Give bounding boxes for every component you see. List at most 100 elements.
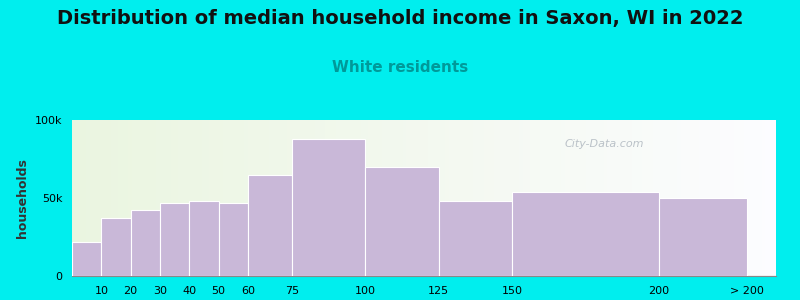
Bar	[597, 120, 600, 276]
Bar	[286, 120, 290, 276]
Bar	[396, 120, 399, 276]
Bar	[720, 120, 723, 276]
Bar	[322, 120, 326, 276]
Bar	[565, 120, 568, 276]
Bar	[130, 211, 160, 276]
Bar	[227, 120, 230, 276]
Bar	[318, 120, 322, 276]
Bar	[273, 120, 276, 276]
Bar	[456, 120, 459, 276]
Bar	[519, 120, 522, 276]
Bar	[97, 120, 100, 276]
Bar	[421, 120, 424, 276]
Bar	[678, 120, 681, 276]
Bar	[744, 120, 748, 276]
Bar	[660, 120, 663, 276]
Bar	[638, 120, 642, 276]
Bar	[142, 120, 146, 276]
Bar	[210, 120, 213, 276]
Bar	[554, 120, 558, 276]
Bar	[755, 120, 758, 276]
Bar	[326, 120, 329, 276]
Bar	[632, 120, 635, 276]
Bar	[698, 120, 702, 276]
Bar	[399, 120, 403, 276]
Bar	[586, 120, 590, 276]
Bar	[128, 120, 132, 276]
Bar	[480, 120, 484, 276]
Bar	[366, 167, 438, 276]
Bar	[258, 120, 262, 276]
Bar	[220, 120, 223, 276]
Bar	[118, 120, 122, 276]
Bar	[582, 120, 586, 276]
Bar	[723, 120, 726, 276]
Bar	[406, 120, 410, 276]
Bar	[579, 120, 582, 276]
Bar	[466, 120, 470, 276]
Bar	[656, 120, 660, 276]
Bar	[667, 120, 670, 276]
Bar	[374, 120, 378, 276]
Bar	[533, 120, 537, 276]
Bar	[748, 120, 751, 276]
Bar	[509, 120, 512, 276]
Bar	[681, 120, 685, 276]
Bar	[685, 120, 688, 276]
Bar	[593, 120, 597, 276]
Bar	[558, 120, 562, 276]
Bar	[298, 120, 301, 276]
Bar	[730, 120, 734, 276]
Bar	[294, 120, 298, 276]
Bar	[160, 203, 190, 276]
Bar	[470, 120, 474, 276]
Bar	[122, 120, 125, 276]
Bar	[378, 120, 382, 276]
Bar	[153, 120, 157, 276]
Bar	[368, 120, 371, 276]
Bar	[474, 120, 477, 276]
Bar	[104, 120, 107, 276]
Bar	[371, 120, 374, 276]
Bar	[72, 242, 102, 276]
Bar	[157, 120, 160, 276]
Bar	[427, 120, 431, 276]
Bar	[445, 120, 449, 276]
Bar	[691, 120, 695, 276]
Bar	[223, 120, 227, 276]
Bar	[526, 120, 530, 276]
Bar	[135, 120, 139, 276]
Bar	[442, 120, 445, 276]
Bar	[146, 120, 150, 276]
Bar	[163, 120, 167, 276]
Bar	[477, 120, 480, 276]
Bar	[758, 120, 762, 276]
Bar	[642, 120, 646, 276]
Bar	[110, 120, 114, 276]
Bar	[562, 120, 565, 276]
Bar	[568, 120, 572, 276]
Bar	[230, 120, 234, 276]
Bar	[216, 120, 220, 276]
Bar	[417, 120, 421, 276]
Bar	[100, 120, 104, 276]
Bar	[333, 120, 336, 276]
Bar	[505, 120, 509, 276]
Bar	[361, 120, 364, 276]
Bar	[530, 120, 533, 276]
Bar	[213, 120, 216, 276]
Bar	[706, 120, 709, 276]
Bar	[544, 120, 547, 276]
Bar	[713, 120, 716, 276]
Bar	[251, 120, 255, 276]
Bar	[139, 120, 142, 276]
Bar	[102, 218, 130, 276]
Bar	[181, 120, 185, 276]
Bar	[434, 120, 438, 276]
Bar	[734, 120, 738, 276]
Bar	[280, 120, 283, 276]
Bar	[75, 120, 79, 276]
Bar	[308, 120, 311, 276]
Bar	[487, 120, 491, 276]
Bar	[502, 120, 505, 276]
